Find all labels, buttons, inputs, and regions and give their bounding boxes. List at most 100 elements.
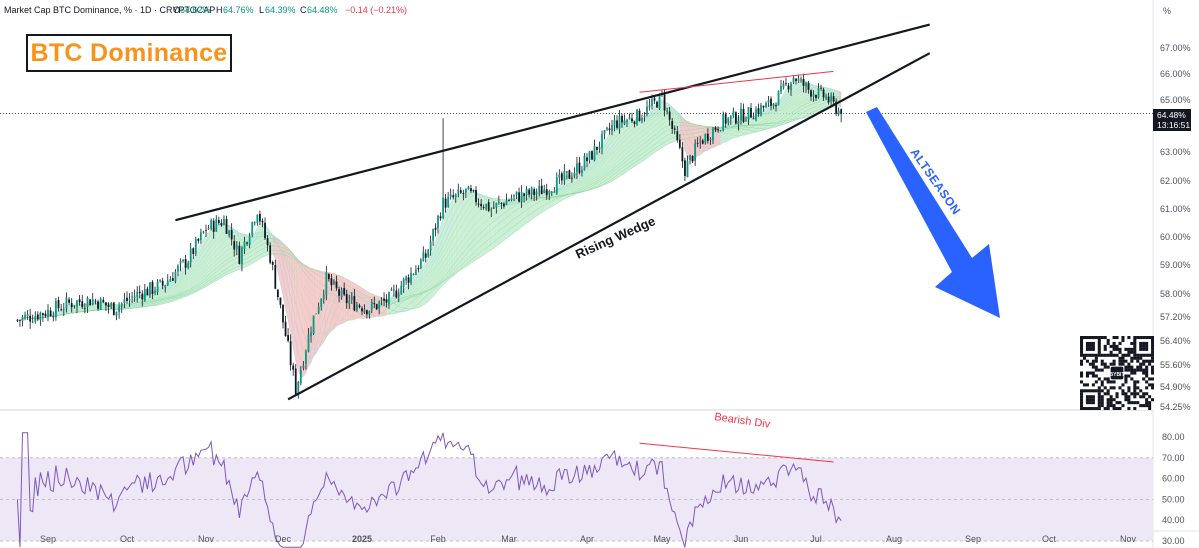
candle-body <box>663 94 666 111</box>
candle-body <box>385 299 388 303</box>
qr-module <box>1121 389 1125 393</box>
wedge-upper-line[interactable] <box>175 23 930 222</box>
rsi-axis[interactable]: 80.00 70.00 60.00 50.00 40.00 30.00 <box>1162 432 1185 546</box>
qr-module <box>1142 368 1146 372</box>
qr-logo <box>1110 366 1124 380</box>
ribbon-segment <box>647 113 650 159</box>
qr-module <box>1124 392 1128 396</box>
candle-body <box>656 101 658 108</box>
candle-body <box>325 272 328 296</box>
qr-module <box>1130 341 1134 345</box>
qr-module <box>1103 392 1107 396</box>
qr-module <box>1139 404 1143 408</box>
qr-module <box>1106 398 1110 402</box>
qr-module <box>1091 353 1095 357</box>
candle-body <box>156 281 159 293</box>
candle-body <box>439 216 442 219</box>
divergence-price-line[interactable] <box>639 70 834 93</box>
qr-module <box>1127 336 1131 340</box>
qr-module <box>1100 404 1104 408</box>
qr-module <box>1121 356 1125 360</box>
candle-body <box>225 218 228 234</box>
candle-body <box>410 272 412 283</box>
candle-body <box>345 293 348 304</box>
candle-body <box>684 160 686 177</box>
time-axis[interactable]: Sep Oct Nov Dec 2025 Feb Mar Apr May Jun Jul Aug Sep… <box>40 534 1137 544</box>
qr-module <box>1136 353 1140 357</box>
qr-module <box>1085 398 1089 402</box>
price-tick-label: 67.00% <box>1160 43 1191 53</box>
time-tick-label: Nov <box>198 534 215 544</box>
ribbon-segment <box>396 292 399 314</box>
candle-body <box>518 192 520 202</box>
qr-module <box>1103 336 1107 340</box>
qr-module <box>1103 347 1107 351</box>
qr-module <box>1118 347 1122 351</box>
qr-module <box>1136 356 1140 360</box>
qr-module <box>1145 401 1149 405</box>
arrow-shape <box>866 107 1000 318</box>
last-price-value: 64.48% <box>1157 110 1186 120</box>
qr-module <box>1080 371 1084 375</box>
divergence-rsi-line[interactable] <box>639 442 834 463</box>
candle-body <box>681 147 684 162</box>
qr-module <box>1133 344 1137 348</box>
candle-body <box>312 315 315 334</box>
ribbon-segment <box>607 133 610 184</box>
candle-body <box>780 85 782 92</box>
qr-module <box>1100 362 1104 366</box>
qr-module <box>1088 401 1092 405</box>
candle-body <box>358 305 361 308</box>
ribbon-segment <box>496 198 499 247</box>
qr-module <box>1133 347 1137 351</box>
qr-module <box>1133 368 1137 372</box>
qr-module <box>1151 377 1154 381</box>
candle-body <box>666 110 668 113</box>
wedge-lower-line[interactable] <box>287 52 931 401</box>
candle-body <box>47 309 49 317</box>
qr-module <box>1148 395 1152 399</box>
qr-module <box>1145 386 1149 390</box>
axis-unit-label: % <box>1163 6 1171 16</box>
candle-body <box>530 187 533 195</box>
qr-module <box>1142 377 1146 381</box>
candle-body <box>432 229 434 241</box>
candle-body <box>452 195 455 198</box>
candle-body <box>89 299 92 306</box>
candle-body <box>363 309 366 313</box>
candle-body <box>223 218 225 225</box>
qr-module <box>1127 407 1131 410</box>
qr-module <box>1094 359 1098 363</box>
qr-module <box>1127 398 1131 402</box>
ribbon-segment <box>303 263 306 377</box>
candle-body <box>678 139 681 148</box>
candle-body <box>475 189 477 203</box>
qr-module <box>1109 380 1113 384</box>
candle-body <box>755 109 757 120</box>
time-tick-label: Nov <box>1120 534 1137 544</box>
price-tick-label: 57.20% <box>1160 312 1191 322</box>
candle-body <box>395 290 398 298</box>
qr-module <box>1127 350 1131 354</box>
ribbon-segment <box>773 103 776 128</box>
qr-module <box>1097 347 1101 351</box>
candle-body <box>807 83 810 90</box>
qr-module <box>1151 356 1154 360</box>
candle-body <box>550 192 553 193</box>
qr-module <box>1080 404 1084 408</box>
candle-body <box>571 177 573 179</box>
qr-module <box>1109 386 1113 390</box>
qr-module <box>1151 344 1154 348</box>
qr-module <box>1133 392 1137 396</box>
candle-body <box>563 171 566 181</box>
qr-module <box>1085 401 1089 405</box>
candle-body <box>454 194 457 198</box>
qr-module <box>1151 347 1154 351</box>
qr-module <box>1133 350 1137 354</box>
candle-body <box>457 189 460 195</box>
qr-module <box>1142 362 1146 366</box>
ma-line <box>17 89 842 325</box>
candle-body <box>523 193 525 197</box>
ribbon-segment <box>61 309 64 316</box>
time-tick-label: Dec <box>275 534 292 544</box>
